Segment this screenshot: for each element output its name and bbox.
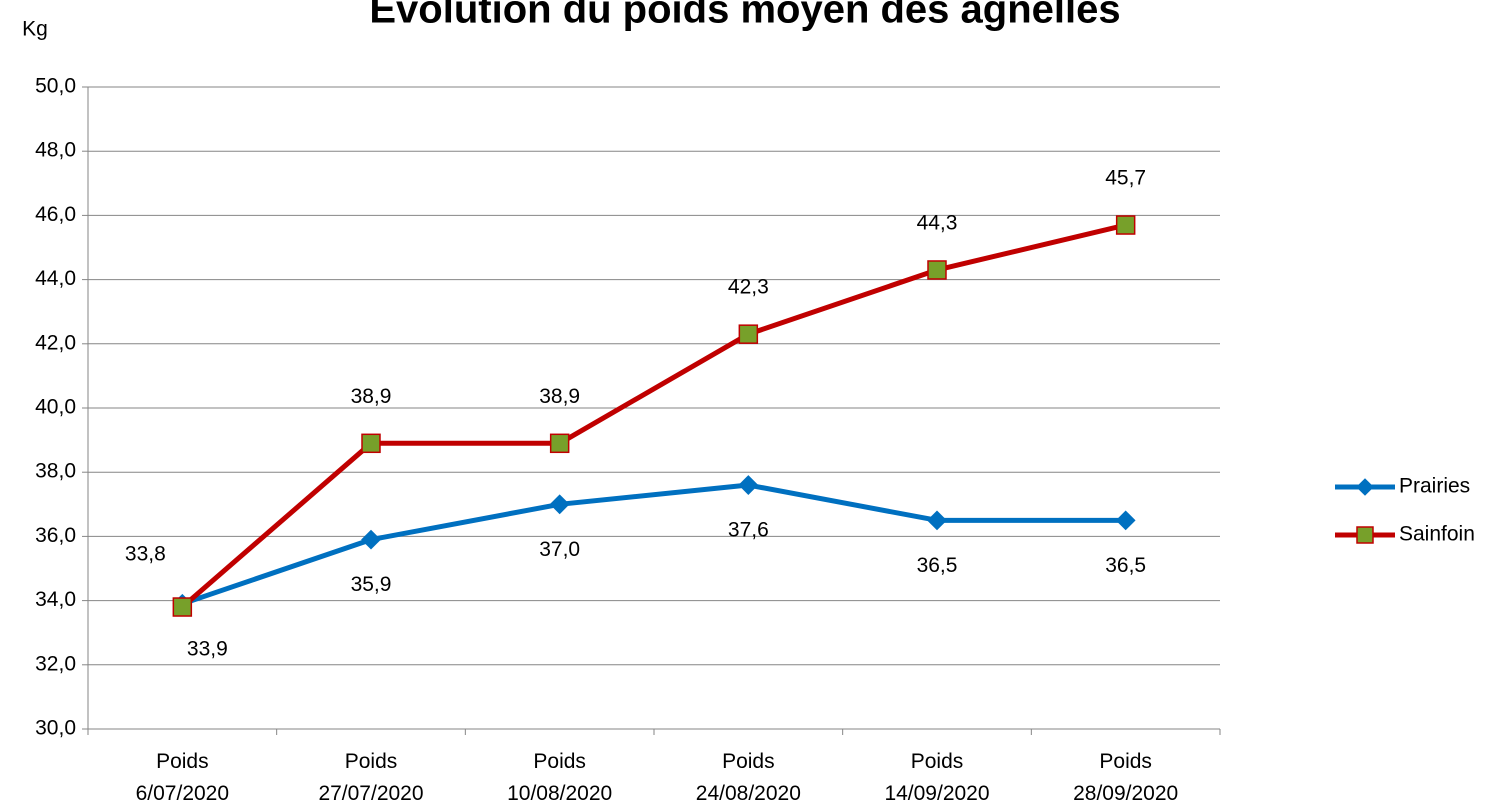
chart-title: Evolution du poids moyen des agnelles — [369, 0, 1120, 32]
y-tick-label: 46,0 — [35, 203, 76, 226]
marker — [1115, 510, 1136, 531]
y-tick-label: 30,0 — [35, 717, 76, 740]
data-label: 33,9 — [187, 637, 228, 660]
data-label: 33,8 — [125, 543, 166, 566]
data-label: 37,0 — [539, 538, 580, 561]
marker — [927, 510, 947, 531]
data-label: 37,6 — [728, 519, 769, 542]
legend-label: Sainfoin — [1399, 523, 1475, 546]
series-line — [180, 222, 1127, 609]
legend-label: Prairies — [1399, 475, 1470, 498]
marker — [361, 529, 381, 550]
y-tick-label: 34,0 — [35, 588, 76, 611]
y-tick-label: 36,0 — [35, 524, 76, 547]
marker — [549, 494, 570, 515]
y-tick-label: 48,0 — [35, 139, 76, 162]
data-label: 44,3 — [917, 212, 958, 235]
x-tick-label: Poids 27/07/2020 — [318, 750, 423, 805]
y-tick-label: 32,0 — [35, 652, 76, 675]
marker — [738, 324, 759, 344]
x-tick-label: Poids 10/08/2020 — [507, 750, 612, 805]
marker — [1115, 215, 1136, 235]
data-label: 36,5 — [1105, 554, 1146, 577]
legend-marker — [1356, 478, 1374, 496]
y-tick-label: 44,0 — [35, 267, 76, 290]
y-axis-label: Kg — [22, 18, 48, 41]
x-tick-label: Poids 6/07/2020 — [136, 750, 229, 805]
x-tick-label: Poids 14/09/2020 — [884, 750, 989, 805]
data-label: 35,9 — [351, 573, 392, 596]
data-label: 38,9 — [539, 385, 580, 408]
data-label: 42,3 — [728, 276, 769, 299]
y-tick-label: 38,0 — [35, 460, 76, 483]
marker — [172, 597, 193, 617]
marker — [549, 433, 570, 454]
marker — [927, 260, 947, 280]
marker — [738, 475, 759, 495]
y-tick-label: 40,0 — [35, 396, 76, 419]
y-tick-label: 42,0 — [35, 331, 76, 354]
data-label: 36,5 — [917, 554, 958, 577]
marker — [361, 433, 381, 454]
series-line — [181, 482, 1126, 607]
x-tick-label: Poids 24/08/2020 — [696, 750, 801, 805]
data-label: 38,9 — [351, 385, 392, 408]
y-tick-label: 50,0 — [35, 75, 76, 98]
legend-marker — [1356, 526, 1374, 544]
data-label: 45,7 — [1105, 167, 1146, 190]
x-tick-label: Poids 28/09/2020 — [1073, 750, 1178, 805]
